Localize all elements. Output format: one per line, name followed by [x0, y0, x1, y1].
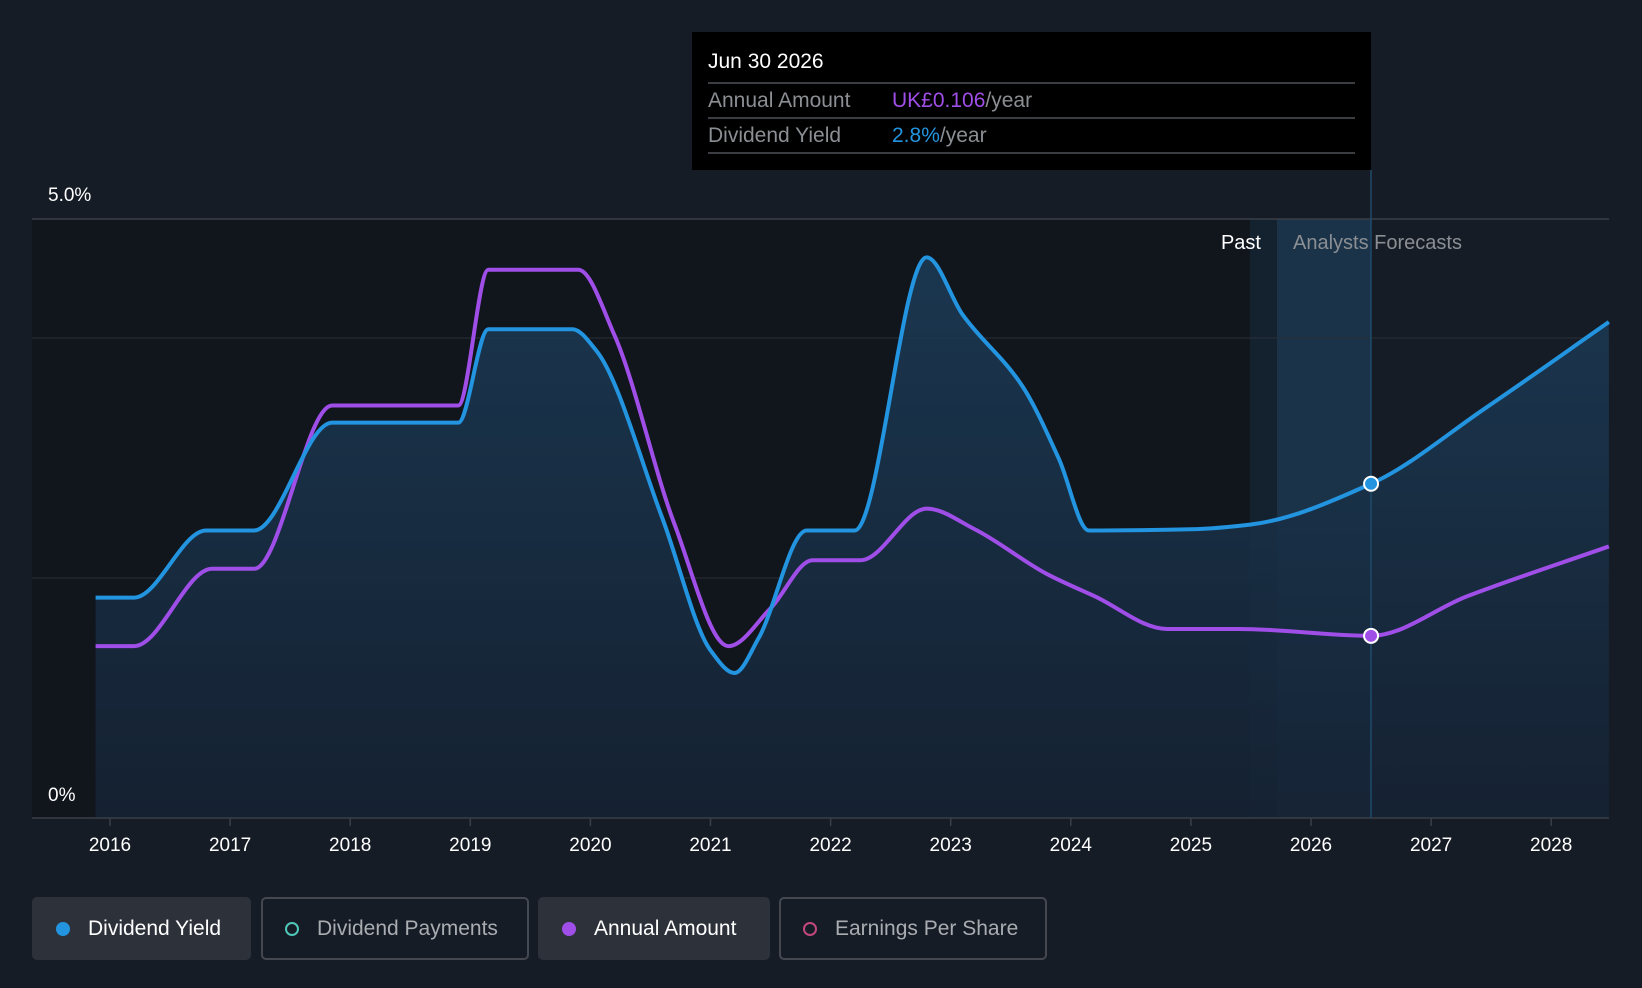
tooltip-value: UK£0.106 [892, 89, 986, 112]
x-tick-label: 2019 [449, 835, 491, 856]
dividend-yield-line [95, 255, 1610, 676]
annual-amount-line [95, 267, 1610, 649]
x-tick-label: 2026 [1290, 835, 1332, 856]
tooltip-suffix: /year [939, 124, 987, 147]
forecast-label: Analysts Forecasts [1293, 232, 1462, 254]
x-tick-label: 2016 [89, 835, 131, 856]
past-label: Past [1221, 232, 1261, 254]
dot-icon [56, 921, 70, 936]
x-tick-label: 2024 [1050, 835, 1093, 856]
yield-area [95, 257, 1609, 818]
x-tick-label: 2020 [569, 835, 611, 856]
y-label-bottom: 0% [48, 785, 76, 806]
y-label-top: 5.0% [48, 185, 91, 206]
ring-icon [285, 921, 299, 936]
legend-dividend-payments[interactable]: Dividend Payments [261, 897, 529, 960]
tooltip-suffix: /year [985, 89, 1033, 112]
x-tick-label: 2028 [1530, 835, 1572, 856]
tooltip-row-amount: Annual Amount UK£0.106 /year [708, 84, 1355, 119]
x-tick-label: 2018 [329, 835, 371, 856]
legend-label: Dividend Yield [88, 916, 222, 940]
legend-dividend-yield[interactable]: Dividend Yield [32, 897, 251, 960]
tooltip-value: 2.8% [892, 124, 940, 147]
amount-marker [1363, 627, 1380, 644]
x-tick-label: 2017 [209, 835, 251, 856]
tooltip-date: Jun 30 2026 [708, 46, 1355, 84]
legend-earnings-per-share[interactable]: Earnings Per Share [779, 897, 1047, 960]
tooltip-row-yield: Dividend Yield 2.8% /year [708, 119, 1355, 154]
x-tick-label: 2021 [689, 835, 731, 856]
ring-icon [803, 921, 817, 936]
x-tick-label: 2022 [809, 835, 851, 856]
dot-icon [562, 921, 576, 936]
x-tick-label: 2027 [1410, 835, 1452, 856]
yield-marker [1363, 475, 1380, 492]
legend-label: Dividend Payments [317, 916, 498, 940]
x-tick-label: 2025 [1170, 835, 1212, 856]
x-tick-label: 2023 [930, 835, 972, 856]
legend-label: Annual Amount [594, 916, 737, 940]
tooltip-label: Dividend Yield [708, 124, 842, 147]
tooltip-label: Annual Amount [708, 89, 851, 112]
legend-label: Earnings Per Share [835, 916, 1019, 940]
tooltip: Jun 30 2026 Annual Amount UK£0.106 /year… [692, 32, 1371, 170]
legend-annual-amount[interactable]: Annual Amount [538, 897, 770, 960]
